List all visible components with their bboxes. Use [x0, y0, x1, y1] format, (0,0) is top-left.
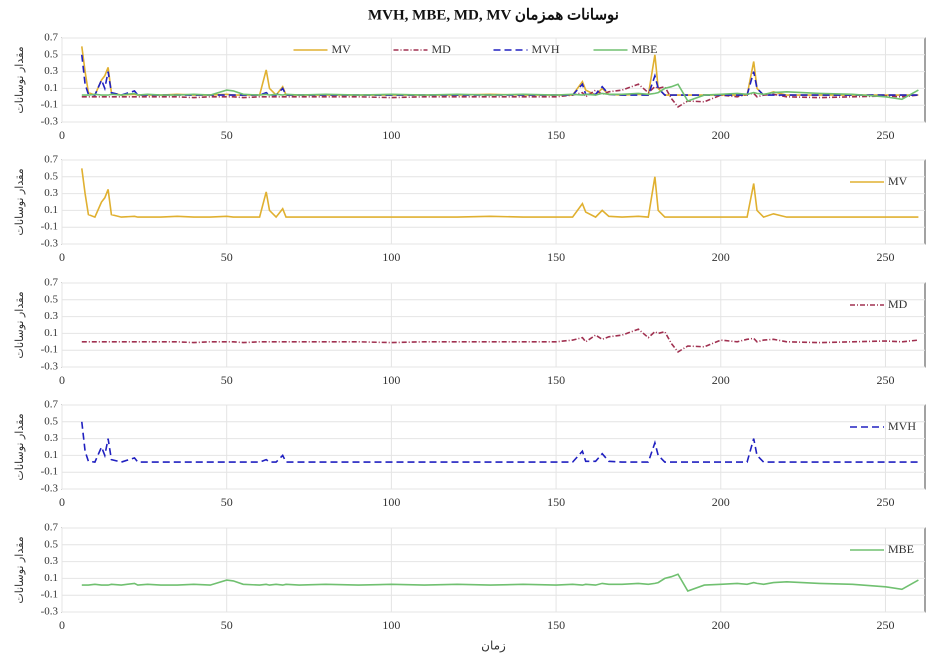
y-tick-label: -0.3	[41, 483, 59, 495]
x-tick-label: 250	[876, 373, 894, 387]
y-axis-label: مقدار نوسانات	[13, 413, 26, 480]
x-tick-label: 50	[221, 250, 233, 264]
y-tick-label: 0.7	[44, 399, 58, 411]
y-tick-label: 0.1	[44, 82, 58, 94]
legend-label: MVH	[532, 42, 560, 56]
y-tick-label: 0.3	[44, 65, 58, 77]
data-line	[81, 421, 919, 463]
x-tick-label: 0	[59, 250, 65, 264]
y-tick-label: -0.3	[41, 238, 59, 250]
x-tick-label: 50	[221, 618, 233, 632]
x-tick-label: 150	[547, 373, 565, 387]
y-axis-label: مقدار نوسانات	[13, 46, 26, 113]
y-tick-label: 0.1	[44, 204, 58, 216]
y-tick-label: 0.3	[44, 187, 58, 199]
y-tick-label: 0.1	[44, 572, 58, 584]
y-axis-label: مقدار نوسانات	[13, 291, 26, 358]
y-tick-label: -0.1	[41, 589, 58, 601]
x-tick-label: 100	[382, 495, 400, 509]
legend-label: MV	[332, 42, 352, 56]
plot-area	[61, 282, 926, 368]
y-tick-label: 0.5	[44, 538, 58, 550]
y-tick-label: 0.7	[44, 277, 58, 289]
x-tick-label: 200	[712, 618, 730, 632]
y-tick-label: -0.1	[41, 466, 58, 478]
legend-label: MBE	[632, 42, 658, 56]
chart-title: MVH, MBE, MD, MV نوسانات همزمان	[368, 7, 619, 23]
x-tick-label: 150	[547, 128, 565, 142]
y-tick-label: 0.7	[44, 154, 58, 166]
plot-area	[61, 527, 926, 613]
y-tick-label: -0.1	[41, 221, 58, 233]
x-axis-label: زمان	[481, 639, 506, 654]
y-tick-label: 0.3	[44, 555, 58, 567]
x-tick-label: 150	[547, 618, 565, 632]
data-line	[81, 573, 919, 592]
x-tick-label: 100	[382, 128, 400, 142]
y-tick-label: -0.3	[41, 116, 59, 128]
x-tick-label: 200	[712, 495, 730, 509]
y-tick-label: 0.5	[44, 293, 58, 305]
x-tick-label: 100	[382, 618, 400, 632]
x-tick-label: 50	[221, 495, 233, 509]
x-tick-label: 100	[382, 373, 400, 387]
x-tick-label: 50	[221, 373, 233, 387]
x-tick-label: 200	[712, 250, 730, 264]
x-tick-label: 250	[876, 128, 894, 142]
y-tick-label: 0.5	[44, 170, 58, 182]
x-tick-label: 50	[221, 128, 233, 142]
data-line	[81, 168, 919, 219]
x-tick-label: 150	[547, 250, 565, 264]
data-line	[81, 83, 919, 102]
plot-area	[61, 404, 926, 490]
y-tick-label: 0.3	[44, 432, 58, 444]
x-tick-label: 200	[712, 373, 730, 387]
x-tick-label: 150	[547, 495, 565, 509]
legend-label: MBE	[888, 542, 914, 556]
x-tick-label: 100	[382, 250, 400, 264]
y-tick-label: 0.5	[44, 48, 58, 60]
x-tick-label: 0	[59, 128, 65, 142]
x-tick-label: 0	[59, 373, 65, 387]
y-axis-label: مقدار نوسانات	[13, 536, 26, 603]
y-tick-label: -0.1	[41, 99, 58, 111]
y-tick-label: -0.3	[41, 606, 59, 618]
legend-label: MV	[888, 174, 908, 188]
y-tick-label: 0.1	[44, 449, 58, 461]
plot-area	[61, 37, 926, 123]
x-tick-label: 200	[712, 128, 730, 142]
x-tick-label: 0	[59, 495, 65, 509]
y-tick-label: 0.3	[44, 310, 58, 322]
y-tick-label: 0.5	[44, 415, 58, 427]
x-tick-label: 250	[876, 495, 894, 509]
x-tick-label: 0	[59, 618, 65, 632]
y-axis-label: مقدار نوسانات	[13, 168, 26, 235]
y-tick-label: -0.1	[41, 344, 58, 356]
legend-label: MD	[888, 297, 908, 311]
y-tick-label: 0.7	[44, 522, 58, 534]
legend-label: MVH	[888, 419, 916, 433]
plot-area	[61, 159, 926, 245]
y-tick-label: 0.1	[44, 327, 58, 339]
y-tick-label: -0.3	[41, 361, 59, 373]
x-tick-label: 250	[876, 250, 894, 264]
x-tick-label: 250	[876, 618, 894, 632]
y-tick-label: 0.7	[44, 32, 58, 44]
legend-label: MD	[432, 42, 452, 56]
